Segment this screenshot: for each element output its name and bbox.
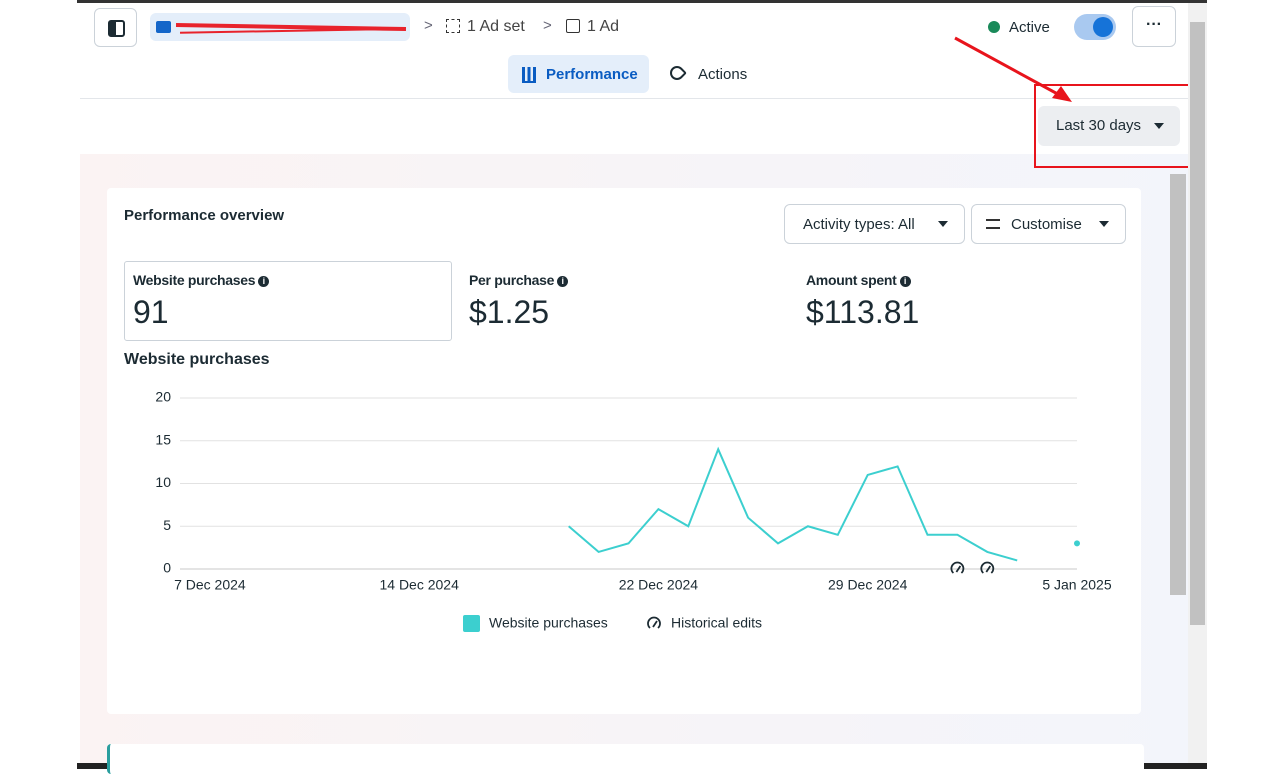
- x-tick-label: 14 Dec 2024: [379, 577, 459, 593]
- annotation-arrow: [954, 36, 1072, 102]
- data-point: [1074, 540, 1080, 547]
- x-tick-label: 22 Dec 2024: [619, 577, 699, 593]
- metric-label-text: Website purchases: [133, 272, 256, 288]
- edit-icon: [985, 565, 992, 573]
- tab-label: Performance: [546, 66, 638, 83]
- metric-value: 91: [133, 294, 169, 330]
- metric-value: $1.25: [469, 294, 550, 330]
- date-range: Last 30 days: [1056, 117, 1142, 134]
- adset-icon: [446, 19, 460, 33]
- legend-label: Historical edits: [671, 615, 762, 631]
- y-tick-label: 0: [163, 560, 171, 576]
- y-tick-label: 5: [163, 517, 171, 533]
- edit-marker: [980, 561, 995, 574]
- campaign-crumb[interactable]: [150, 13, 410, 41]
- edit-icon: [955, 565, 962, 573]
- scrollbar-thumb: [1170, 174, 1186, 595]
- chevron: >: [543, 17, 552, 34]
- toggle[interactable]: [1074, 14, 1116, 40]
- tab-performance[interactable]: Performance: [508, 55, 649, 93]
- chevron: >: [424, 17, 433, 34]
- y-tick-label: 20: [155, 389, 171, 405]
- scrollbar: [1188, 3, 1207, 763]
- divider: [80, 98, 1188, 99]
- metric-label: Website purchases i: [133, 272, 270, 288]
- legend-label: Website purchases: [489, 615, 608, 631]
- metric-label: Amount spent i: [806, 272, 911, 288]
- crumb[interactable]: 1 Ad set: [467, 18, 525, 35]
- edit-icon: [652, 620, 658, 628]
- customise-button[interactable]: Customise: [971, 204, 1126, 244]
- window-edge: [77, 0, 1207, 3]
- edit-marker: [647, 616, 661, 629]
- rocket-icon: [667, 63, 687, 83]
- ad-icon: [566, 19, 580, 33]
- activity-filter[interactable]: Activity types: All: [784, 204, 965, 244]
- filter-label: Activity types: All: [803, 216, 915, 233]
- filter-label: Customise: [1011, 216, 1082, 233]
- edit-marker: [950, 561, 965, 574]
- metric-label-text: Per purchase: [469, 272, 555, 288]
- overview-title: Performance overview: [124, 207, 285, 224]
- x-tick-label: 5 Jan 2025: [1042, 577, 1111, 593]
- y-tick-label: 10: [155, 474, 171, 490]
- x-tick-label: 29 Dec 2024: [828, 577, 908, 593]
- crumb[interactable]: 1 Ad: [587, 18, 620, 35]
- metric-value: $113.81: [806, 294, 920, 330]
- chart: 0 5 10 15 20 7 Dec 2024 14 Dec 2024 22 Dec 2024…: [155, 389, 1112, 632]
- legend-swatch: [463, 615, 480, 632]
- sidebar-toggle[interactable]: [94, 8, 137, 47]
- metric-label-text: Amount spent: [806, 272, 897, 288]
- series-line: [568, 446, 1018, 562]
- status-dot: [988, 21, 1000, 33]
- status: Active: [1009, 19, 1050, 36]
- next-card: [107, 744, 1144, 774]
- metric-selected[interactable]: [124, 261, 452, 341]
- edit-icon: [950, 561, 965, 574]
- tab-actions[interactable]: Actions: [698, 66, 748, 83]
- x-tick-label: 7 Dec 2024: [174, 577, 246, 593]
- overview-card: [107, 188, 1141, 714]
- chart-title: Website purchases: [124, 351, 270, 368]
- metric-label: Per purchase i: [469, 272, 569, 288]
- more-button[interactable]: ···: [1132, 6, 1176, 47]
- date-range-dropdown[interactable]: Last 30 days: [1038, 106, 1180, 146]
- edit-icon: [980, 561, 995, 574]
- y-tick-label: 15: [155, 431, 171, 447]
- edit-icon: [647, 616, 661, 629]
